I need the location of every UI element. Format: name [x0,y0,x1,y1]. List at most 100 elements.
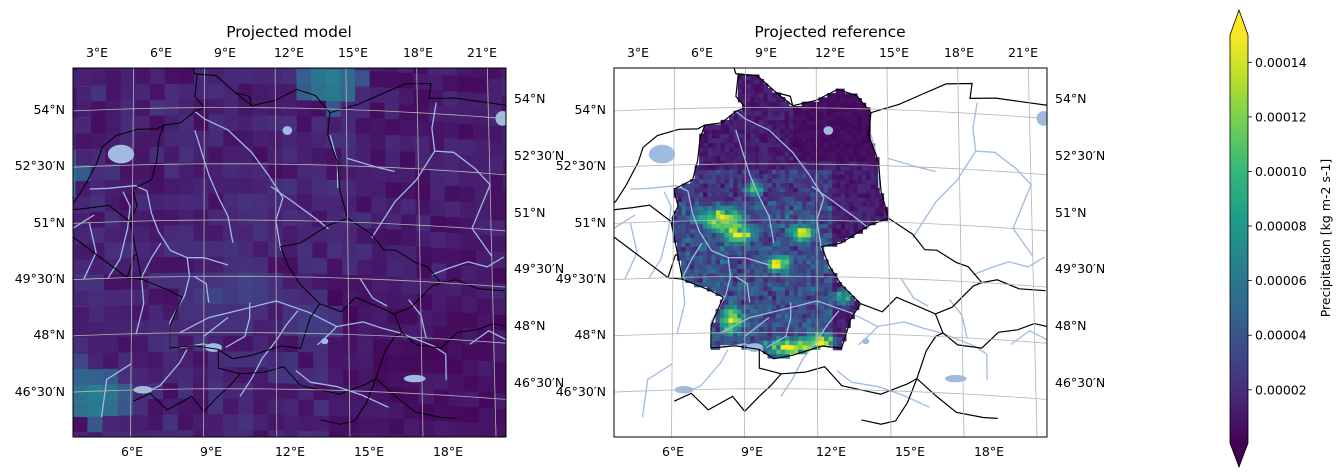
reference-grid-cell [767,281,773,287]
reference-grid-cell [793,115,799,121]
reference-grid-cell [724,146,730,152]
model-grid-cell [354,69,371,87]
reference-grid-cell [728,191,734,197]
reference-grid-cell [758,263,764,269]
model-grid-cell [89,258,105,275]
reference-grid-cell [754,290,760,296]
reference-grid-cell [780,308,786,314]
reference-grid-cell [758,295,764,301]
reference-grid-cell [831,120,837,126]
reference-grid-cell [866,192,872,198]
model-grid-cell [447,341,464,359]
river-line [193,275,210,303]
reference-grid-cell [763,308,769,314]
model-grid-cell [328,399,345,417]
model-grid-cell [384,70,400,88]
reference-grid-cell [711,250,717,256]
reference-grid-cell [763,106,769,112]
reference-grid-cell [801,178,807,184]
reference-grid-cell [776,137,781,143]
reference-grid-cell [776,173,781,179]
model-grid-cell [252,82,269,100]
reference-grid-cell [759,214,764,220]
reference-grid-cell [754,232,760,238]
reference-grid-cell [758,227,764,233]
model-grid-cell [253,319,269,336]
reference-grid-cell [776,97,781,103]
reference-grid-cell [848,160,854,167]
reference-grid-cell [733,250,738,256]
model-grid-cell [48,40,63,56]
reference-grid-cell [759,88,764,94]
reference-grid-cell [771,245,777,251]
model-grid-cell [356,179,372,197]
reference-grid-cell [814,151,820,157]
reference-grid-cell [719,322,725,328]
reference-grid-cell [870,166,876,172]
reference-grid-cell [801,169,807,175]
reference-grid-cell [823,115,828,121]
reference-grid-cell [784,335,790,341]
model-grid-cell [506,283,522,301]
model-grid-cell [73,134,77,150]
reference-grid-cell [840,169,846,175]
reference-grid-cell [789,313,795,319]
reference-grid-cell [798,335,803,341]
model-grid-cell [431,246,448,264]
reference-grid-cell [767,169,773,175]
reference-grid-cell [733,160,739,166]
reference-grid-cell [690,219,695,225]
reference-grid-cell [741,250,747,256]
river-line [683,349,729,395]
reference-grid-cell [853,179,859,185]
model-grid-cell [507,298,523,316]
model-grid-cell [17,136,32,152]
reference-grid-cell [754,218,760,224]
model-grid-cell [252,193,269,210]
reference-grid-cell [840,111,845,117]
reference-grid-cell [754,106,760,112]
reference-grid-cell [746,137,752,143]
reference-grid-cell [746,259,751,265]
reference-grid-cell [694,228,700,234]
model-grid-cell [120,163,136,180]
model-grid-cell [135,99,151,116]
reference-grid-cell [827,115,833,121]
reference-grid-cell [737,245,743,251]
reference-grid-cell [707,259,712,265]
reference-grid-cell [707,228,713,233]
reference-grid-cell [715,227,721,233]
reference-grid-cell [750,101,756,107]
model-grid-cell [429,135,445,154]
reference-grid-cell [699,138,704,144]
reference-grid-cell [850,309,855,315]
reference-grid-cell [763,340,769,346]
reference-grid-cell [793,169,799,175]
model-grid-cell [238,382,255,399]
reference-grid-cell [681,251,687,257]
reference-grid-cell [866,152,871,158]
model-grid-cell [538,348,554,366]
reference-grid-cell [763,223,769,229]
reference-grid-cell [672,215,678,221]
model-grid-cell [342,289,359,307]
reference-map-title: Projected reference [754,23,905,41]
model-grid-cell [340,100,357,118]
model-grid-cell [384,23,400,40]
model-grid-cell [500,68,506,80]
model-grid-cell [354,22,370,39]
reference-grid-cell [724,317,729,323]
reference-grid-cell [758,286,764,292]
reference-grid-cell [802,200,807,206]
reference-grid-cell [815,259,820,265]
reference-grid-cell [832,228,838,234]
reference-grid-cell [789,322,795,328]
reference-grid-cell [758,304,764,310]
model-grid-cell [73,401,74,418]
reference-grid-cell [810,281,816,287]
reference-grid-cell [724,137,730,143]
model-grid-cell [503,188,506,206]
model-grid-cell [208,256,224,273]
reference-grid-cell [681,219,687,225]
model-grid-cell [193,145,210,163]
